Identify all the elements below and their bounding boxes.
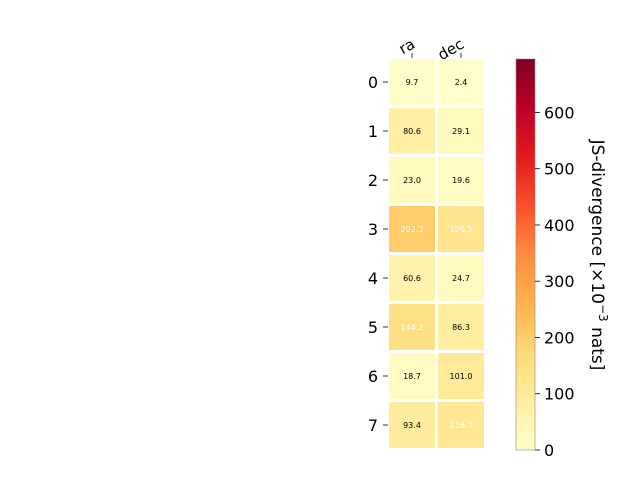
colorbar-label-end: nats]: [587, 322, 607, 371]
heatmap-cell: [438, 353, 484, 399]
heatmap-cell: [389, 402, 435, 448]
heatmap-cell: [438, 108, 484, 154]
row-labels: 0 1 2 3 4 5 6 7: [368, 73, 388, 435]
colorbar-label-main: JS-divergence [×10: [587, 139, 607, 304]
row-label: 2: [368, 171, 378, 190]
heatmap-cell: [389, 59, 435, 105]
cell-value-label: 116.3: [450, 421, 473, 430]
colorbar-ticks: 0 100 200 300 400 500 600: [535, 103, 575, 460]
cell-value-label: 126.5: [450, 225, 473, 234]
row-label: 7: [368, 416, 378, 435]
heatmap-cell: [389, 206, 435, 252]
heatmap-cells: 9.7 2.4 80.6 29.1 23.0 19.6 202.3 126.5 60.6 24.7…: [389, 59, 484, 448]
heatmap-cell: [389, 304, 435, 350]
heatmap-cell: [438, 402, 484, 448]
cell-value-label: 101.0: [450, 372, 473, 381]
row-label: 4: [368, 269, 378, 288]
heatmap-cell: [389, 353, 435, 399]
colorbar-tick-label: 300: [544, 272, 575, 291]
cell-value-label: 86.3: [452, 323, 470, 332]
heatmap-cell: [389, 157, 435, 203]
colorbar-tick-label: 600: [544, 103, 575, 122]
cell-value-label: 29.1: [452, 127, 470, 136]
row-label: 5: [368, 318, 378, 337]
colorbar-tick-label: 0: [544, 441, 554, 460]
heatmap-cell: [438, 157, 484, 203]
colorbar-tick-label: 500: [544, 160, 575, 179]
cell-value-label: 60.6: [403, 274, 421, 283]
cell-value-label: 2.4: [455, 78, 468, 87]
heatmap-cell: [438, 59, 484, 105]
column-label: ra: [396, 35, 418, 58]
heatmap-cell: [389, 255, 435, 301]
cell-value-label: 144.2: [401, 323, 424, 332]
heatmap-cell: [438, 304, 484, 350]
cell-value-label: 23.0: [403, 176, 421, 185]
row-label: 3: [368, 220, 378, 239]
colorbar-label-exponent: −3: [596, 304, 610, 322]
heatmap-cell: [438, 206, 484, 252]
colorbar-label: JS-divergence [×10−3 nats]: [587, 139, 610, 371]
row-label: 1: [368, 122, 378, 141]
colorbar-tick-label: 400: [544, 216, 575, 235]
heatmap-cell: [438, 255, 484, 301]
row-label: 6: [368, 367, 378, 386]
cell-value-label: 18.7: [403, 372, 421, 381]
cell-value-label: 19.6: [452, 176, 470, 185]
cell-value-label: 93.4: [403, 421, 421, 430]
heatmap-cell: [389, 108, 435, 154]
colorbar-tick-label: 100: [544, 385, 575, 404]
colorbar: [515, 58, 536, 451]
cell-value-label: 9.7: [406, 78, 419, 87]
row-label: 0: [368, 73, 378, 92]
cell-value-label: 24.7: [452, 274, 470, 283]
cell-value-label: 202.3: [401, 225, 424, 234]
cell-value-label: 80.6: [403, 127, 421, 136]
colorbar-tick-label: 200: [544, 328, 575, 347]
